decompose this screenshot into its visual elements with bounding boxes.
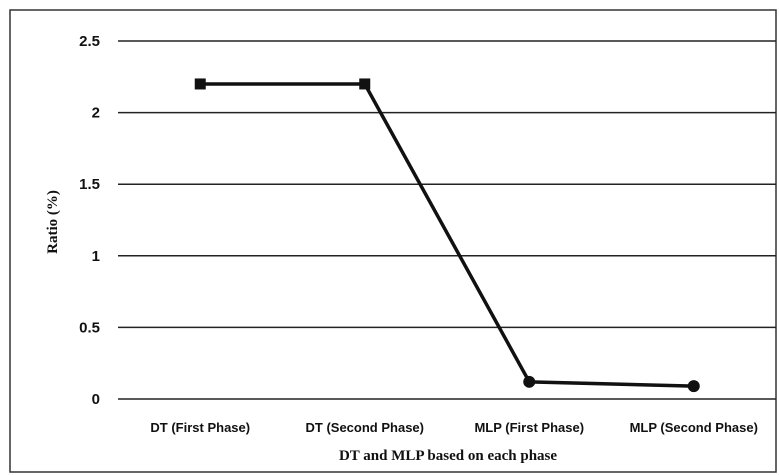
y-tick-label: 2: [92, 105, 100, 122]
series-layer: [194, 78, 700, 393]
chart-frame: [9, 9, 777, 473]
x-tick-label: MLP (First Phase): [474, 420, 584, 435]
x-tick-label: DT (First Phase): [150, 420, 250, 435]
series-line: [200, 82, 694, 388]
y-tick-label: 0.5: [79, 319, 100, 336]
x-tick-label: MLP (Second Phase): [630, 420, 758, 435]
x-axis-title: DT and MLP based on each phase: [339, 448, 557, 464]
y-tick-label: 0: [92, 391, 100, 408]
y-tick-labels: 0 0.5 1 1.5 2 2.5: [79, 33, 100, 408]
x-tick-label: DT (Second Phase): [306, 420, 424, 435]
y-tick-label: 1.5: [79, 176, 100, 193]
gridlines: [118, 40, 776, 400]
y-tick-label: 1: [92, 248, 100, 265]
data-point-marker: [687, 380, 700, 393]
x-tick-labels: DT (First Phase) DT (Second Phase) MLP (Fi…: [150, 420, 758, 435]
data-point-marker: [359, 78, 371, 90]
data-point-marker: [523, 375, 536, 388]
y-tick-label: 2.5: [79, 33, 100, 50]
data-point-marker: [194, 78, 206, 90]
y-axis-title: Ratio (%): [45, 190, 61, 254]
